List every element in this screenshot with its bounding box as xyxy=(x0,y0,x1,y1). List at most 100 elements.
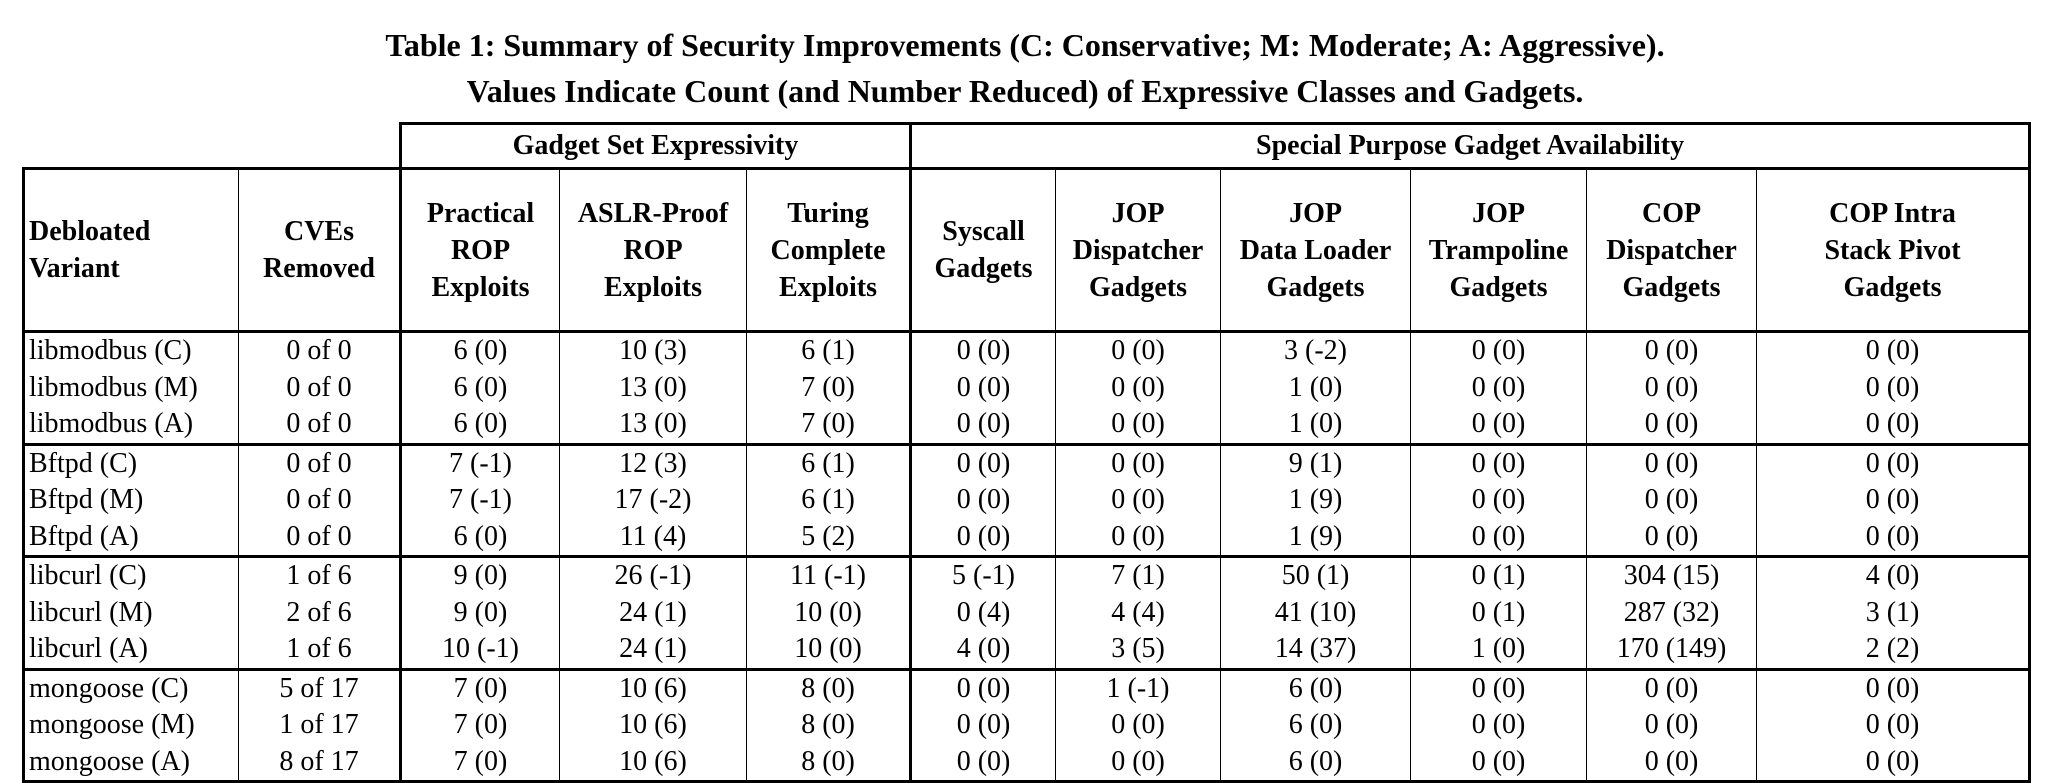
value-cell: 7 (-1) xyxy=(400,482,560,519)
table-row: mongoose (M) 1 of 17 7 (0) 10 (6) 8 (0) 0 (0)… xyxy=(22,707,2032,744)
value-cell: 0 (0) xyxy=(1410,369,1588,406)
value-cell: 0 (0) xyxy=(1055,369,1222,406)
value-cell: 9 (0) xyxy=(400,594,560,631)
value-cell: 1 (0) xyxy=(1410,631,1588,669)
value-cell: 3 (1) xyxy=(1756,594,2032,631)
value-cell: 24 (1) xyxy=(559,594,747,631)
column-header: JOP Data Loader Gadgets xyxy=(1220,167,1412,333)
column-header-line: Exploits xyxy=(779,271,878,303)
value-cell: 10 (0) xyxy=(746,631,913,669)
value-cell: 6 (0) xyxy=(400,406,560,444)
variant-cell: Bftpd (C) xyxy=(22,442,239,482)
value-cell: 0 (0) xyxy=(1586,667,1758,707)
value-cell: 0 of 0 xyxy=(238,442,402,482)
value-cell: 0 (0) xyxy=(1055,743,1222,783)
column-header-line: Practical xyxy=(426,197,535,229)
column-header-line: JOP xyxy=(1289,197,1342,229)
value-cell: 0 (0) xyxy=(1055,406,1222,444)
value-cell: 7 (0) xyxy=(746,406,913,444)
value-cell: 0 (0) xyxy=(910,518,1057,557)
value-cell: 7 (1) xyxy=(1055,555,1222,595)
value-cell: 5 (2) xyxy=(746,518,913,557)
value-cell: 3 (-2) xyxy=(1220,330,1412,370)
column-header-line: Gadgets xyxy=(1266,271,1365,303)
column-header-line: Removed xyxy=(263,253,375,284)
value-cell: 8 (0) xyxy=(746,707,913,744)
column-header-line: Gadgets xyxy=(1089,271,1188,303)
variant-cell: libcurl (C) xyxy=(22,555,239,595)
value-cell: 41 (10) xyxy=(1220,594,1412,631)
column-header: COP Dispatcher Gadgets xyxy=(1586,167,1758,333)
column-header: JOP Trampoline Gadgets xyxy=(1410,167,1588,333)
group-header-spacer xyxy=(24,124,401,169)
value-cell: 0 (0) xyxy=(1410,406,1588,444)
value-cell: 13 (0) xyxy=(559,406,747,444)
value-cell: 5 of 17 xyxy=(238,667,402,707)
value-cell: 0 (4) xyxy=(910,594,1057,631)
column-header-line: COP xyxy=(1641,197,1702,229)
value-cell: 2 (2) xyxy=(1756,631,2032,669)
value-cell: 0 (0) xyxy=(1756,743,2032,783)
column-header-line: Gadgets xyxy=(1843,271,1942,303)
value-cell: 24 (1) xyxy=(559,631,747,669)
value-cell: 7 (0) xyxy=(400,667,560,707)
value-cell: 0 (0) xyxy=(1586,369,1758,406)
value-cell: 0 (0) xyxy=(1410,482,1588,519)
column-header: Debloated Variant xyxy=(22,167,239,333)
value-cell: 0 of 0 xyxy=(238,482,402,519)
column-header-line: Trampoline xyxy=(1428,234,1569,266)
value-cell: 26 (-1) xyxy=(559,555,747,595)
value-cell: 0 of 0 xyxy=(238,518,402,557)
value-cell: 1 of 6 xyxy=(238,555,402,595)
column-header-line: Exploits xyxy=(431,271,530,303)
security-improvements-table: Gadget Set Expressivity Special Purpose … xyxy=(22,122,2032,783)
table-caption: Table 1: Summary of Security Improvement… xyxy=(0,22,2050,114)
value-cell: 13 (0) xyxy=(559,369,747,406)
value-cell: 0 (0) xyxy=(1756,707,2032,744)
value-cell: 6 (0) xyxy=(400,330,560,370)
value-cell: 0 of 0 xyxy=(238,369,402,406)
value-cell: 1 of 17 xyxy=(238,707,402,744)
value-cell: 0 (0) xyxy=(1756,330,2032,370)
value-cell: 0 (0) xyxy=(1586,330,1758,370)
value-cell: 304 (15) xyxy=(1586,555,1758,595)
column-header-line: Complete xyxy=(770,234,886,266)
value-cell: 0 (0) xyxy=(1410,667,1588,707)
value-cell: 6 (0) xyxy=(400,518,560,557)
column-header-row: Debloated Variant CVEs Removed Practical ROP E… xyxy=(22,167,2032,333)
column-header: CVEs Removed xyxy=(238,167,402,333)
value-cell: 1 of 6 xyxy=(238,631,402,669)
value-cell: 3 (5) xyxy=(1055,631,1222,669)
value-cell: 4 (0) xyxy=(910,631,1057,669)
value-cell: 0 (0) xyxy=(1756,406,2032,444)
value-cell: 1 (0) xyxy=(1220,406,1412,444)
value-cell: 5 (-1) xyxy=(910,555,1057,595)
value-cell: 0 (0) xyxy=(910,743,1057,783)
value-cell: 14 (37) xyxy=(1220,631,1412,669)
group-header-special: Special Purpose Gadget Availability xyxy=(909,122,2032,169)
value-cell: 0 (0) xyxy=(1586,518,1758,557)
value-cell: 4 (0) xyxy=(1756,555,2032,595)
variant-cell: Bftpd (A) xyxy=(22,518,239,557)
value-cell: 9 (1) xyxy=(1220,442,1412,482)
column-header-line: ROP xyxy=(623,234,683,266)
value-cell: 17 (-2) xyxy=(559,482,747,519)
value-cell: 0 (0) xyxy=(1055,330,1222,370)
value-cell: 8 of 17 xyxy=(238,743,402,783)
variant-cell: libmodbus (M) xyxy=(22,369,239,406)
column-header-line: Gadgets xyxy=(934,253,1033,284)
value-cell: 0 (0) xyxy=(910,667,1057,707)
value-cell: 0 (0) xyxy=(1756,518,2032,557)
value-cell: 8 (0) xyxy=(746,667,913,707)
value-cell: 0 (0) xyxy=(1410,442,1588,482)
value-cell: 0 (0) xyxy=(1586,482,1758,519)
column-header-line: Variant xyxy=(29,253,120,284)
value-cell: 0 (0) xyxy=(1055,482,1222,519)
value-cell: 10 (0) xyxy=(746,594,913,631)
